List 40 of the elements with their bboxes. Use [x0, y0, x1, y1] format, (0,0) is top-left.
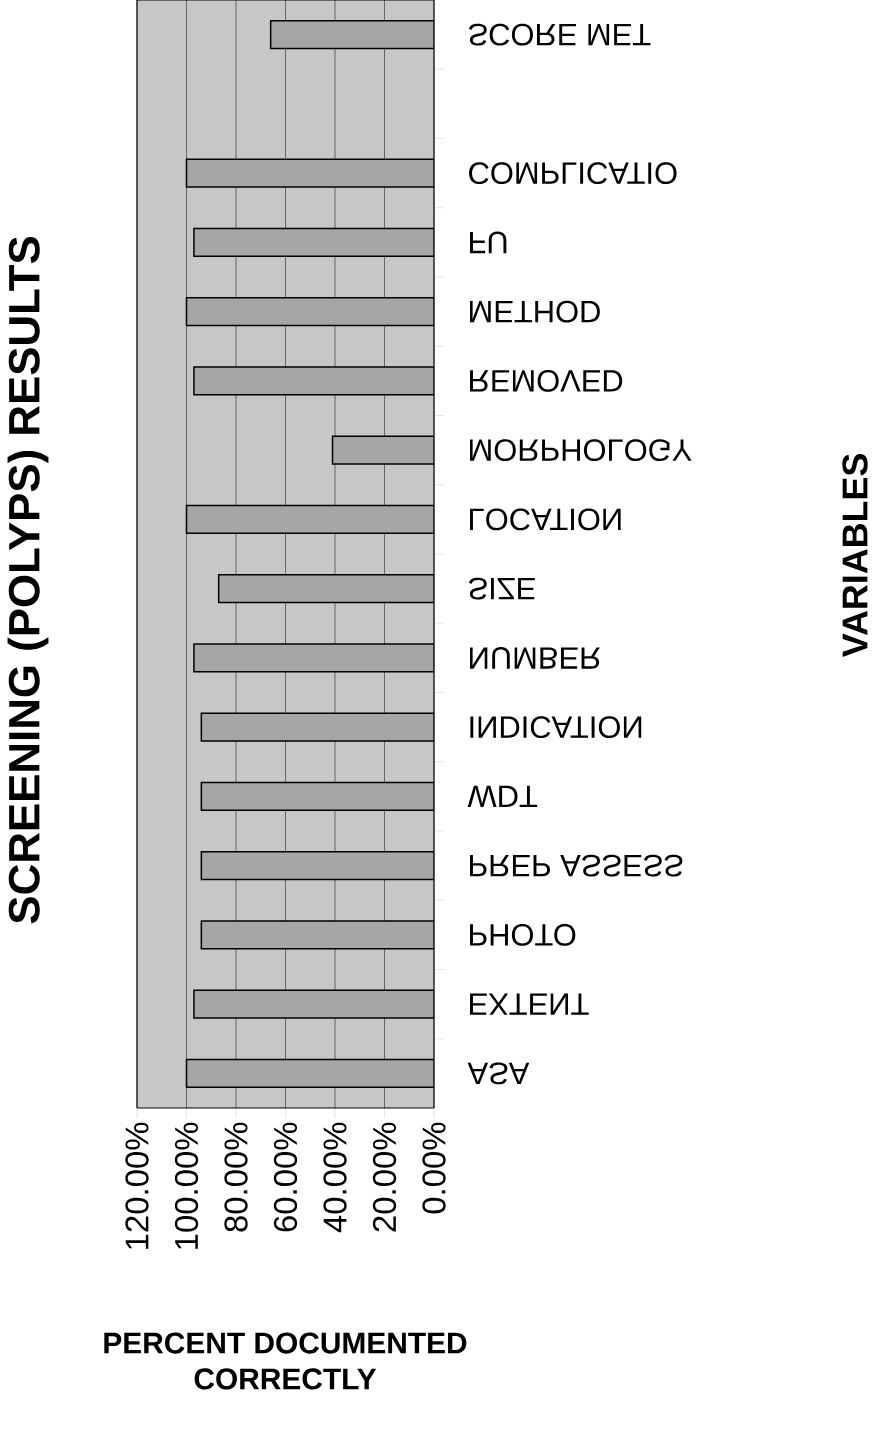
bar — [331, 435, 434, 465]
y-tick-label: PHOTO — [470, 923, 576, 946]
x-tick-label: 40.00% — [323, 1122, 347, 1233]
y-tick-label: SCORE MET — [468, 23, 651, 46]
bar — [193, 643, 434, 673]
x-axis-title: PERCENT DOCUMENTED CORRECTLY — [104, 1332, 467, 1390]
y-tick-label: SIZE — [468, 577, 535, 600]
x-tick-label: 80.00% — [224, 1122, 248, 1232]
x-tick-label: 20.00% — [372, 1122, 397, 1232]
bar — [185, 158, 434, 188]
text: SCREENING (POLYPS) RESULTS — [7, 237, 49, 924]
bar — [185, 1058, 434, 1088]
y-axis-title: VARIABLES — [842, 454, 868, 658]
x-tick-label: 120.00% — [125, 1122, 149, 1249]
y-tick-label: INDICATION — [470, 716, 642, 739]
y-tick-label: EXTENT — [470, 993, 589, 1015]
bar — [185, 297, 434, 327]
y-tick-label: WDT — [467, 785, 538, 808]
bar — [200, 851, 434, 881]
bar — [200, 781, 434, 811]
y-tick-label: NUMBER — [470, 647, 600, 669]
y-tick-label: METHOD — [470, 300, 600, 323]
bar — [193, 227, 434, 257]
bar — [217, 574, 434, 604]
bar — [269, 20, 434, 50]
y-tick-label: FU — [470, 231, 507, 254]
y-tick-label: MORPHOLOGY — [470, 439, 692, 462]
x-tick-label: 100.00% — [174, 1122, 199, 1249]
y-tick-label: REMOVED — [470, 369, 623, 392]
y-tick-label: LOCATION — [470, 508, 621, 531]
bar — [185, 504, 434, 534]
y-tick-label: COMPLICATIO — [469, 162, 677, 185]
y-tick-label: PREP ASSESS — [470, 854, 683, 877]
bar — [200, 712, 434, 742]
bar — [193, 989, 434, 1019]
bar — [200, 920, 434, 950]
x-tick-label: 0.00% — [422, 1122, 446, 1214]
x-tick-label: 60.00% — [273, 1122, 298, 1232]
bar — [193, 366, 434, 396]
y-tick-label: ASA — [467, 1062, 530, 1085]
